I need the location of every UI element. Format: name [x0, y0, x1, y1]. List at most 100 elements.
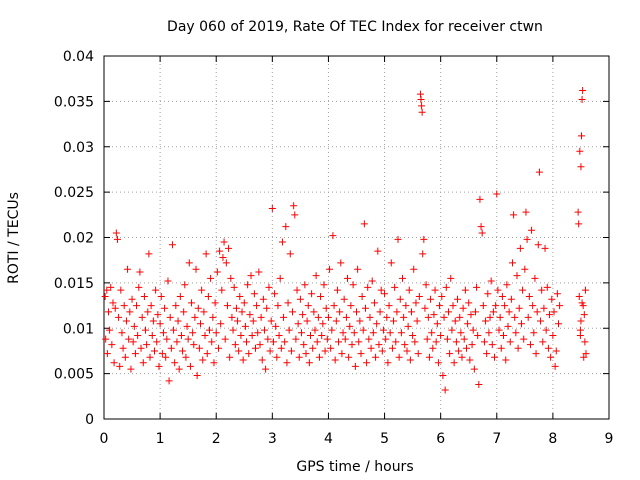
data-point [547, 353, 555, 361]
data-point [376, 308, 384, 316]
data-point [285, 326, 293, 334]
data-point [506, 338, 514, 346]
data-point [181, 281, 189, 289]
data-point [430, 311, 438, 319]
data-point [515, 304, 523, 312]
data-point [420, 235, 428, 243]
y-tick-label: 0.025 [54, 185, 94, 201]
data-point [361, 304, 369, 312]
data-point [543, 283, 551, 291]
data-point [245, 350, 253, 358]
data-point [240, 299, 248, 307]
data-point [417, 96, 425, 104]
data-point [254, 329, 262, 337]
data-point [303, 317, 311, 325]
data-point [292, 335, 300, 343]
data-point [198, 286, 206, 294]
data-point [459, 304, 467, 312]
data-point [274, 302, 282, 310]
data-point [280, 313, 288, 321]
data-point [541, 244, 549, 252]
data-point [401, 341, 409, 349]
data-point [460, 335, 468, 343]
data-point [458, 353, 466, 361]
data-point [503, 281, 511, 289]
data-point [532, 350, 540, 358]
data-point [486, 313, 494, 321]
x-tick-label: 9 [605, 431, 614, 447]
data-point [329, 232, 337, 240]
data-point [388, 344, 396, 352]
data-point [299, 311, 307, 319]
data-point [448, 326, 456, 334]
y-tick-label: 0 [85, 412, 94, 428]
data-point [479, 302, 487, 310]
data-point [264, 335, 272, 343]
data-point [193, 371, 201, 379]
data-point [394, 235, 402, 243]
data-point [298, 329, 306, 337]
data-point [504, 322, 512, 330]
data-point [553, 290, 561, 298]
data-point [406, 356, 414, 364]
data-point [387, 259, 395, 267]
data-point [582, 350, 590, 358]
data-point [312, 272, 320, 280]
data-point [282, 223, 290, 231]
data-point [108, 341, 116, 349]
data-point [278, 238, 286, 246]
data-point [137, 344, 145, 352]
data-point [471, 308, 479, 316]
data-point [301, 281, 309, 289]
data-point [197, 320, 205, 328]
data-point [487, 277, 495, 285]
data-point [480, 338, 488, 346]
data-point [531, 274, 539, 282]
data-point [523, 235, 531, 243]
data-point [308, 290, 316, 298]
data-point [283, 359, 291, 367]
data-point [311, 326, 319, 334]
data-point [300, 341, 308, 349]
data-point [287, 347, 295, 355]
data-point [374, 247, 382, 255]
data-point [445, 308, 453, 316]
x-tick-label: 5 [380, 431, 389, 447]
data-point [427, 295, 435, 303]
data-point [113, 235, 121, 243]
data-point [337, 259, 345, 267]
data-point [429, 344, 437, 352]
data-point [581, 286, 589, 294]
data-point [534, 241, 542, 249]
data-point [155, 362, 163, 370]
data-point [580, 311, 588, 319]
data-point [212, 329, 220, 337]
data-point [419, 250, 427, 258]
data-point [220, 238, 228, 246]
data-point [182, 353, 190, 361]
data-point [468, 341, 476, 349]
data-point [415, 292, 423, 300]
data-point [519, 286, 527, 294]
data-point [340, 295, 348, 303]
data-point [378, 347, 386, 355]
data-point [318, 332, 326, 340]
data-point [383, 313, 391, 321]
data-point [217, 320, 225, 328]
data-point [399, 274, 407, 282]
data-point [577, 163, 585, 171]
data-point [349, 281, 357, 289]
data-point [310, 308, 318, 316]
data-point [118, 329, 126, 337]
data-point [363, 359, 371, 367]
data-point [140, 292, 148, 300]
data-point [313, 338, 321, 346]
data-point [214, 344, 222, 352]
data-point [327, 344, 335, 352]
data-point [277, 344, 285, 352]
data-point [409, 332, 417, 340]
data-point [578, 96, 586, 104]
data-point [544, 344, 552, 352]
x-tick-label: 4 [324, 431, 333, 447]
